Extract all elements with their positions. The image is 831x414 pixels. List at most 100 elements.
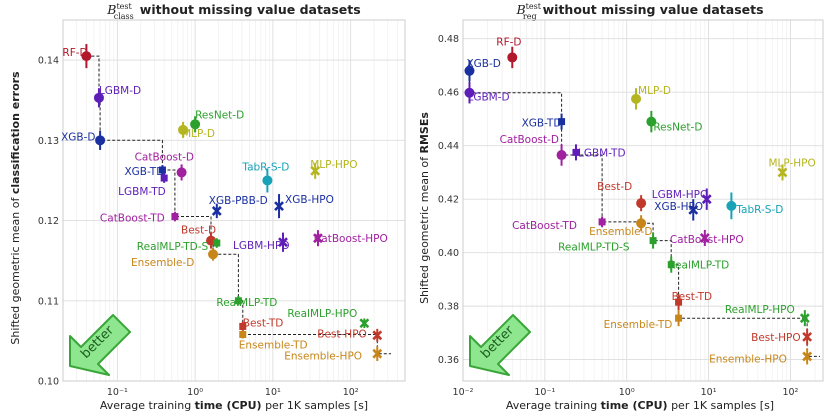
- x-axis-label-classification: Average training time (CPU) per 1K sampl…: [100, 399, 368, 412]
- point-label-catboost-td: CatBoost-TD: [100, 213, 165, 225]
- point-realmlp-hpo: [799, 313, 810, 324]
- point-label-resnet-d: ResNet-D: [653, 122, 702, 134]
- x-tick-label: 10⁻¹: [107, 387, 128, 398]
- point-label-lgbm-hpo: LGBM-HPO: [233, 240, 290, 252]
- chart-title-classification: Btest class without missing value datasets: [106, 2, 360, 21]
- point-xgb-td: [158, 166, 166, 174]
- point-realmlp-td: [667, 261, 675, 269]
- point-label-mlp-hpo: MLP-HPO: [310, 159, 357, 171]
- point-ensemble-hpo: [372, 348, 383, 359]
- y-tick-label: 0.38: [438, 302, 459, 313]
- point-catboost-d: [176, 167, 187, 178]
- point-tabr-s-d: [262, 175, 273, 186]
- point-label-realmlp-hpo: RealMLP-HPO: [287, 308, 357, 320]
- point-best-hpo: [802, 331, 813, 342]
- point-label-mlp-hpo: MLP-HPO: [768, 157, 815, 169]
- x-tick-label: 10²: [343, 387, 359, 398]
- x-axis-label-regression: Average training time (CPU) per 1K sampl…: [506, 399, 774, 412]
- y-axis-label-classification: Shifted geometric mean of classification…: [9, 71, 22, 345]
- x-tick-label: 10⁻²: [453, 387, 474, 398]
- plot-frame: [62, 19, 406, 382]
- point-catboost-td: [171, 213, 179, 221]
- point-lgbm-d: [93, 92, 104, 103]
- point-label-xgb-td: XGB-TD: [124, 166, 164, 178]
- point-mlp-d: [178, 124, 189, 135]
- point-ensemble-hpo: [802, 351, 813, 362]
- point-label-xgb-hpo: XGB-HPO: [285, 194, 334, 206]
- pareto-frontier-line: [469, 70, 820, 357]
- panel-classification: Btest class without missing value datasets…: [9, 2, 406, 412]
- better-arrow-shape: [469, 314, 531, 376]
- point-ensemble-d: [208, 249, 219, 260]
- point-label-ensemble-td: Ensemble-TD: [604, 319, 673, 331]
- y-tick-label: 0.48: [438, 34, 459, 45]
- point-label-best-hpo: Best-HPO: [317, 328, 367, 340]
- better-arrow-shape: [69, 314, 131, 376]
- point-lgbm-td: [572, 148, 580, 156]
- y-tick-label: 0.40: [438, 248, 459, 259]
- point-label-lgbm-td: LGBM-TD: [118, 186, 166, 198]
- point-catboost-hpo: [313, 233, 323, 244]
- point-label-lgbm-d: LGBM-D: [99, 85, 141, 97]
- point-label-ensemble-d: Ensemble-D: [589, 226, 652, 238]
- point-realmlp-td: [234, 297, 242, 305]
- point-best-d: [636, 198, 647, 209]
- point-lgbm-td: [160, 174, 168, 182]
- point-lgbm-d: [464, 87, 475, 98]
- point-label-catboost-hpo: CatBoost-HPO: [314, 233, 388, 245]
- y-tick-label: 0.10: [38, 377, 59, 388]
- point-label-lgbm-td: LGBM-TD: [578, 147, 626, 159]
- chart-title-regression: Btest reg without missing value datasets: [515, 2, 763, 21]
- point-label-best-d: Best-D: [597, 181, 632, 193]
- point-label-realmlp-td: RealMLP-TD: [216, 297, 277, 309]
- y-tick-label: 0.14: [38, 56, 59, 67]
- point-label-best-hpo: Best-HPO: [751, 332, 801, 344]
- point-label-xgb-d: XGB-D: [466, 58, 500, 70]
- x-tick-label: 10¹: [265, 387, 281, 398]
- point-label-realmlp-td: RealMLP-TD: [668, 260, 729, 272]
- point-tabr-s-d: [726, 200, 737, 211]
- point-best-hpo: [372, 330, 383, 341]
- point-label-tabr-s-d: TabR-S-D: [241, 161, 289, 173]
- point-realmlp-hpo: [359, 318, 370, 329]
- point-ensemble-td: [239, 330, 247, 338]
- point-label-realmlp-td-s: RealMLP-TD-S: [137, 241, 209, 253]
- y-tick-label: 0.12: [38, 216, 59, 227]
- x-tick-label: 10²: [782, 387, 798, 398]
- plot-frame: [462, 19, 824, 382]
- point-xgb-pbb-d: [211, 206, 222, 216]
- y-tick-label: 0.13: [38, 136, 59, 147]
- point-lgbm-hpo: [701, 194, 712, 205]
- y-tick-label: 0.42: [438, 195, 459, 206]
- x-tick-label: 10⁻¹: [534, 387, 555, 398]
- point-label-best-td: Best-TD: [672, 291, 713, 303]
- x-tick-label: 10⁰: [619, 387, 635, 398]
- point-xgb-d: [95, 135, 106, 146]
- point-catboost-d: [556, 150, 567, 161]
- point-label-realmlp-hpo: RealMLP-HPO: [725, 304, 795, 316]
- pareto-frontier-line: [86, 55, 391, 355]
- point-best-td: [239, 322, 247, 330]
- point-resnet-d: [646, 116, 657, 127]
- point-label-lgbm-hpo: LGBM-HPO: [652, 189, 709, 201]
- point-label-best-td: Best-TD: [243, 317, 284, 329]
- point-mlp-d: [631, 93, 642, 104]
- better-arrow: better: [469, 314, 531, 376]
- y-tick-label: 0.44: [438, 141, 459, 152]
- point-label-ensemble-d: Ensemble-D: [131, 257, 194, 269]
- point-mlp-hpo: [777, 167, 788, 178]
- point-label-realmlp-td-s: RealMLP-TD-S: [558, 242, 630, 254]
- point-label-mlp-d: MLP-D: [638, 85, 671, 97]
- point-ensemble-td: [675, 314, 683, 322]
- x-tick-label: 10⁰: [187, 387, 203, 398]
- point-label-rf-d: RF-D: [62, 47, 87, 59]
- point-catboost-hpo: [699, 233, 710, 243]
- point-lgbm-hpo: [278, 237, 288, 248]
- point-label-rf-d: RF-D: [496, 36, 521, 48]
- point-label-lgbm-d: LGBM-D: [467, 92, 509, 104]
- point-label-catboost-d: CatBoost-D: [500, 134, 559, 146]
- point-ensemble-d: [636, 218, 647, 229]
- point-label-mlp-d: MLP-D: [182, 128, 215, 140]
- y-axis-label-regression: Shifted geometric mean of RMSEs: [418, 112, 431, 304]
